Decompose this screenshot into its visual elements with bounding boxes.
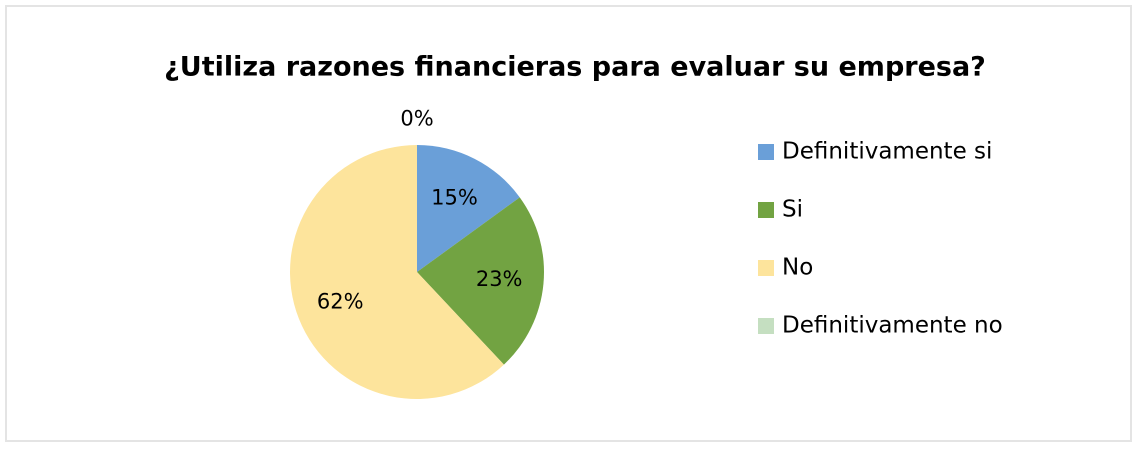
chart-frame: [5, 5, 1132, 442]
chart-title: ¿Utiliza razones financieras para evalua…: [164, 52, 986, 83]
data-label: 23%: [476, 267, 523, 291]
pie-slice: [289, 145, 504, 399]
legend-label: No: [782, 255, 813, 281]
pie-slice: [417, 197, 544, 365]
legend-label: Definitivamente si: [782, 139, 992, 165]
legend-swatch: [758, 144, 774, 160]
legend-label: Si: [782, 197, 803, 223]
legend-label: Definitivamente no: [782, 313, 1003, 339]
legend-swatch: [758, 318, 774, 334]
data-label: 0%: [400, 107, 433, 131]
legend-swatch: [758, 260, 774, 276]
pie-slice: [417, 145, 520, 272]
legend-swatch: [758, 202, 774, 218]
data-label: 62%: [317, 289, 364, 313]
data-label: 15%: [431, 185, 478, 209]
